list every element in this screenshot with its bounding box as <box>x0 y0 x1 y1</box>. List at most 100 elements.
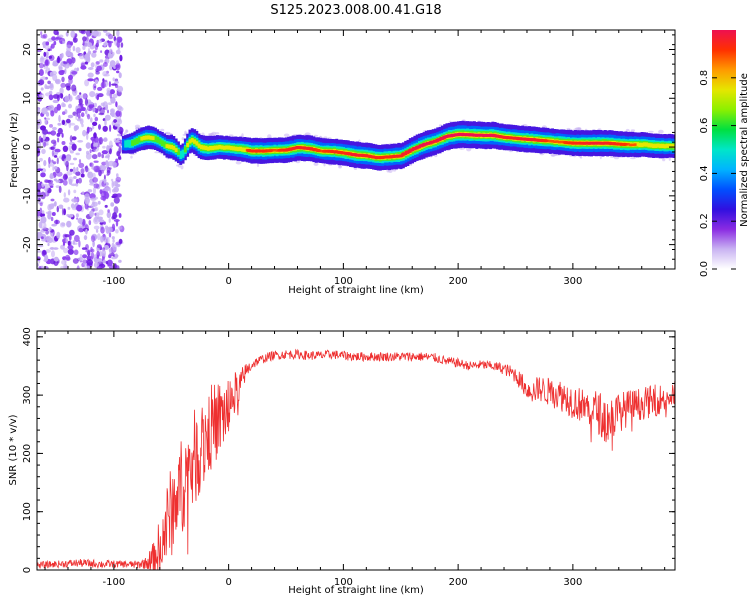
noise-speckle <box>100 81 107 89</box>
x-tick-label: 0 <box>225 276 231 287</box>
noise-speckle <box>86 42 93 48</box>
noise-speckle <box>69 229 75 236</box>
ridge-cell <box>672 144 675 149</box>
ridge-peaks <box>246 132 628 160</box>
noise-speckle <box>76 204 83 212</box>
noise-speckle <box>61 119 66 125</box>
noise-speckle <box>94 212 97 216</box>
noise-speckle <box>68 213 74 218</box>
noise-speckle <box>85 109 88 115</box>
noise-speckle <box>117 156 122 161</box>
noise-speckle <box>60 265 67 269</box>
noise-speckle <box>92 177 98 183</box>
noise-speckle <box>69 122 76 126</box>
noise-speckle <box>116 193 122 198</box>
ridge-cell <box>167 144 171 149</box>
noise-speckle <box>44 84 48 90</box>
noise-speckle <box>70 41 73 46</box>
noise-speckle <box>62 247 69 254</box>
noise-speckle <box>78 162 85 168</box>
noise-speckle <box>60 40 63 44</box>
noise-speckle <box>71 136 77 141</box>
noise-speckle <box>93 102 97 108</box>
ridge-peak <box>542 139 549 143</box>
noise-speckle <box>78 159 82 164</box>
ridge-cell <box>560 140 564 144</box>
ridge-cell <box>172 145 176 150</box>
ridge-halo <box>283 133 290 137</box>
colorbar-tick-label: 0.2 <box>699 213 710 229</box>
noise-speckle <box>40 31 43 36</box>
noise-speckle <box>100 226 105 234</box>
noise-speckle <box>82 191 85 195</box>
noise-speckle <box>56 171 63 177</box>
ridge-cell <box>633 143 637 146</box>
noise-speckle <box>67 245 74 250</box>
noise-speckle <box>96 265 102 269</box>
noise-speckle <box>55 185 60 189</box>
noise-speckle <box>95 229 99 233</box>
noise-speckle <box>92 187 96 195</box>
noise-speckle <box>102 260 107 264</box>
spectrogram-x-axis-label: Height of straight line (km) <box>288 285 424 296</box>
noise-speckle <box>50 198 55 202</box>
ridge-cell <box>548 139 552 143</box>
noise-speckle <box>110 202 115 207</box>
noise-speckle <box>98 39 103 44</box>
noise-speckle <box>87 72 94 78</box>
noise-speckle <box>45 117 50 121</box>
noise-speckle <box>50 130 57 136</box>
noise-speckle <box>82 129 87 137</box>
noise-speckle <box>90 203 95 209</box>
ridge-halo <box>256 163 260 167</box>
noise-speckle <box>67 248 74 255</box>
noise-speckle <box>105 191 109 200</box>
noise-speckle <box>64 234 71 238</box>
ridge-cell <box>165 144 169 148</box>
noise-speckle <box>118 213 122 218</box>
noise-speckle <box>111 83 117 86</box>
ridge-cell <box>670 143 674 148</box>
noise-speckle <box>82 218 86 226</box>
noise-speckle <box>109 48 113 54</box>
noise-speckle <box>38 221 43 229</box>
noise-speckle <box>120 42 124 48</box>
noise-speckle <box>80 168 85 174</box>
noise-speckle <box>66 85 71 91</box>
noise-speckle <box>59 87 64 95</box>
ridge-cell <box>225 145 229 150</box>
noise-speckle <box>51 212 56 216</box>
ridge-halo <box>160 128 165 132</box>
noise-speckle <box>93 165 100 173</box>
noise-speckle <box>111 242 115 248</box>
snr-plot-area <box>37 348 675 570</box>
ridge-halo <box>241 133 244 138</box>
ridge-cell <box>188 139 192 144</box>
noise-speckle <box>65 237 68 244</box>
noise-speckle <box>74 234 80 243</box>
noise-speckle <box>112 93 118 99</box>
noise-speckle <box>107 102 112 105</box>
ridge-cell <box>213 145 217 150</box>
ridge-cell <box>190 138 194 143</box>
ridge-cell <box>193 139 196 144</box>
noise-speckle <box>49 124 53 128</box>
noise-speckle <box>94 79 99 85</box>
noise-speckle <box>85 152 92 160</box>
noise-speckle <box>53 155 58 158</box>
noise-speckle <box>37 250 42 253</box>
noise-speckle <box>112 212 117 220</box>
ridge-cell <box>654 143 658 148</box>
noise-speckle <box>84 98 89 106</box>
ridge-cell <box>131 140 134 146</box>
ridge-cell <box>273 148 277 152</box>
ridge-cell <box>163 141 167 148</box>
ridge-halo <box>267 134 272 139</box>
ridge-cell <box>645 142 649 147</box>
ridge-cell <box>631 143 635 147</box>
noise-speckle <box>48 55 53 59</box>
noise-speckle <box>40 172 46 178</box>
noise-speckle <box>108 41 112 48</box>
noise-speckle <box>60 54 64 59</box>
noise-speckle <box>78 98 83 105</box>
